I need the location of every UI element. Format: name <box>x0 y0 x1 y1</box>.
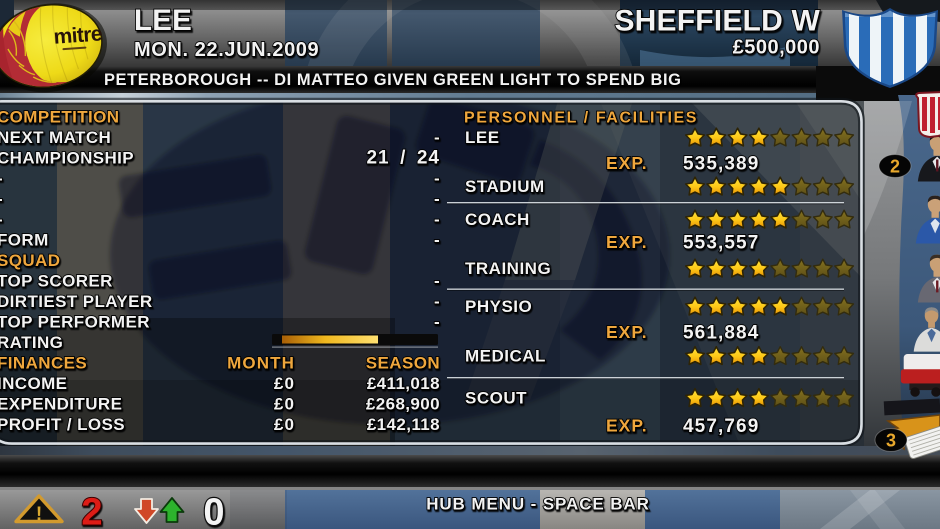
svg-text:561,884: 561,884 <box>683 322 759 343</box>
svg-text:SEASON: SEASON <box>366 354 440 373</box>
svg-text:LEE: LEE <box>465 128 500 147</box>
svg-text:EXP.: EXP. <box>606 232 648 252</box>
svg-text:STADIUM: STADIUM <box>465 177 545 196</box>
svg-text:EXP.: EXP. <box>606 415 648 435</box>
svg-text:-: - <box>434 210 440 229</box>
svg-text:535,389: 535,389 <box>683 153 759 174</box>
svg-text:-: - <box>434 231 440 250</box>
svg-text:-: - <box>434 272 440 291</box>
svg-text:-: - <box>0 210 3 229</box>
svg-text:-: - <box>434 190 440 209</box>
svg-text:3: 3 <box>886 431 896 451</box>
svg-text:PROFIT / LOSS: PROFIT / LOSS <box>0 415 125 434</box>
svg-text:TRAINING: TRAINING <box>465 259 551 278</box>
svg-text:£0: £0 <box>274 374 295 393</box>
svg-text:£500,000: £500,000 <box>733 37 820 59</box>
svg-text:INCOME: INCOME <box>0 374 67 393</box>
svg-text:£411,018: £411,018 <box>367 374 440 393</box>
svg-text:!: ! <box>36 504 42 525</box>
svg-text:SCOUT: SCOUT <box>465 389 527 408</box>
svg-text:EXPENDITURE: EXPENDITURE <box>0 395 122 414</box>
svg-text:£268,900: £268,900 <box>366 395 440 414</box>
svg-text:COMPETITION: COMPETITION <box>0 108 119 127</box>
svg-text:21 / 24: 21 / 24 <box>366 148 440 169</box>
svg-text:PHYSIO: PHYSIO <box>465 297 532 316</box>
svg-text:0: 0 <box>203 492 224 529</box>
svg-text:£0: £0 <box>274 395 295 414</box>
svg-text:PERSONNEL / FACILITIES: PERSONNEL / FACILITIES <box>464 110 698 127</box>
svg-text:RATING: RATING <box>0 333 63 352</box>
svg-text:TOP PERFORMER: TOP PERFORMER <box>0 313 150 332</box>
svg-text:mitre: mitre <box>53 22 103 48</box>
svg-text:553,557: 553,557 <box>683 232 759 253</box>
svg-text:MEDICAL: MEDICAL <box>465 347 546 366</box>
svg-text:-: - <box>0 169 3 188</box>
svg-text:CHAMPIONSHIP: CHAMPIONSHIP <box>0 149 134 168</box>
svg-text:EXP.: EXP. <box>606 153 648 173</box>
svg-text:DIRTIEST PLAYER: DIRTIEST PLAYER <box>0 292 153 311</box>
svg-text:-: - <box>0 190 3 209</box>
svg-text:PETERBOROUGH -- DI MATTEO GIVE: PETERBOROUGH -- DI MATTEO GIVEN GREEN LI… <box>104 71 681 89</box>
svg-text:£142,118: £142,118 <box>367 415 440 434</box>
svg-text:EXP.: EXP. <box>606 322 648 342</box>
svg-text:£0: £0 <box>274 415 295 434</box>
svg-text:TOP SCORER: TOP SCORER <box>0 272 113 291</box>
svg-text:NEXT MATCH: NEXT MATCH <box>0 128 111 147</box>
svg-text:2: 2 <box>890 157 900 177</box>
svg-text:-: - <box>434 169 440 188</box>
svg-text:FORM: FORM <box>0 231 49 250</box>
svg-text:-: - <box>434 128 440 147</box>
svg-text:HUB MENU - SPACE BAR: HUB MENU - SPACE BAR <box>426 495 650 514</box>
svg-text:-: - <box>434 313 440 332</box>
svg-text:MONTH: MONTH <box>227 354 295 373</box>
svg-text:COACH: COACH <box>465 210 530 229</box>
svg-text:-: - <box>434 292 440 311</box>
svg-text:MON. 22.JUN.2009: MON. 22.JUN.2009 <box>134 39 319 61</box>
svg-text:FINANCES: FINANCES <box>0 354 87 373</box>
svg-text:2: 2 <box>81 492 102 529</box>
svg-text:LEE: LEE <box>134 4 192 37</box>
svg-text:SQUAD: SQUAD <box>0 251 60 270</box>
svg-text:457,769: 457,769 <box>683 416 759 437</box>
svg-text:SHEFFIELD W: SHEFFIELD W <box>614 5 820 38</box>
